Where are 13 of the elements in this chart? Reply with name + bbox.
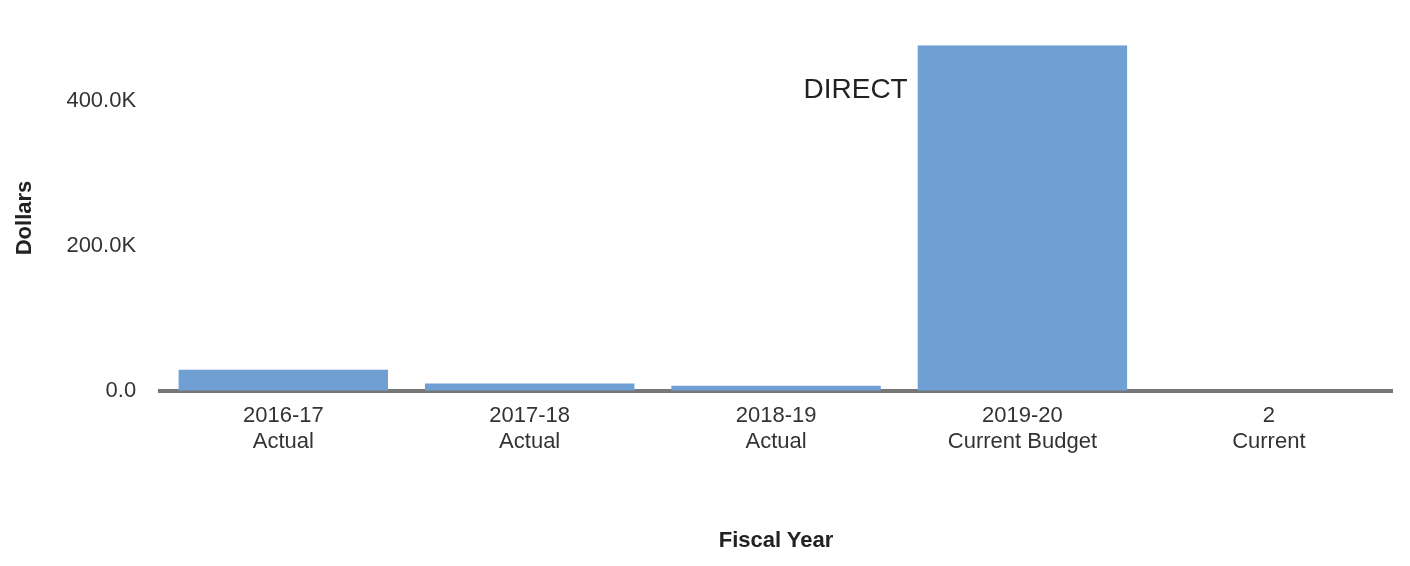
y-tick-label: 400.0K	[66, 87, 137, 113]
x-axis-title: Fiscal Year	[718, 526, 834, 552]
bar	[178, 369, 389, 391]
annotation: DIRECT	[803, 72, 908, 104]
x-tick-label: 2 Current	[1232, 402, 1306, 454]
x-tick-label: 2019-20 Current Budget	[947, 402, 1098, 454]
y-tick-label: 0.0	[105, 376, 137, 402]
x-tick-label: 2018-19 Actual	[735, 402, 817, 454]
x-tick-label: 2017-18 Actual	[489, 402, 571, 454]
bar	[917, 45, 1128, 391]
x-tick-label: 2016-17 Actual	[242, 402, 324, 454]
y-tick-label: 200.0K	[66, 231, 137, 257]
y-axis-title: Dollars	[11, 180, 37, 256]
